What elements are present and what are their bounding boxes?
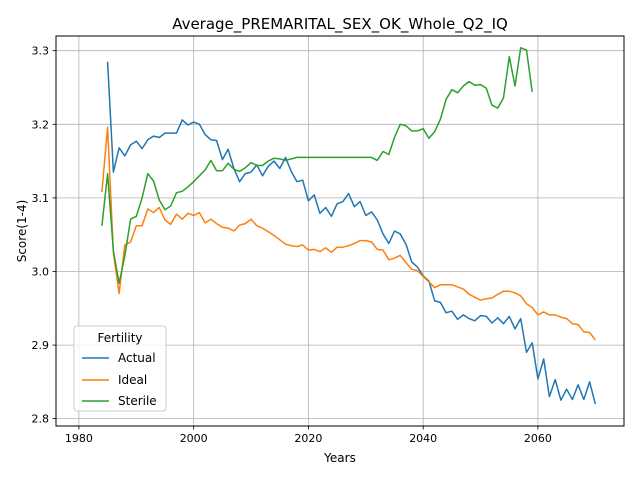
y-tick-label: 3.3 <box>32 45 50 58</box>
legend-label-sterile: Sterile <box>118 394 157 408</box>
legend-box <box>73 325 167 412</box>
y-tick-label: 3.2 <box>32 118 50 131</box>
series-layer <box>101 47 597 405</box>
y-tick-label: 2.9 <box>32 339 50 352</box>
series-line-ideal <box>101 126 596 341</box>
grid <box>56 36 624 426</box>
chart-title: Average_PREMARITAL_SEX_OK_Whole_Q2_IQ <box>172 15 508 34</box>
series-line-sterile <box>101 47 533 284</box>
x-axis-label: Years <box>323 451 356 465</box>
y-tick-label: 2.8 <box>32 413 50 426</box>
plot-frame <box>55 35 625 427</box>
y-tick-label: 3.0 <box>32 266 50 279</box>
x-tick-label: 2040 <box>409 432 437 445</box>
legend-label-ideal: Ideal <box>118 373 147 387</box>
legend: Fertility Actual Ideal Sterile <box>73 325 167 412</box>
legend-title: Fertility <box>97 331 142 345</box>
legend-label-actual: Actual <box>118 351 156 365</box>
x-tick-label: 2060 <box>524 432 552 445</box>
y-tick-label: 3.1 <box>32 192 50 205</box>
x-tick-label: 2020 <box>294 432 322 445</box>
x-tick-label: 2000 <box>180 432 208 445</box>
y-axis-label: Score(1-4) <box>15 200 29 263</box>
x-tick-label: 1980 <box>65 432 93 445</box>
series-line-actual <box>106 61 597 405</box>
axis-ticks: 1980 2000 2020 2040 2060 2.8 2.9 3.0 3.1 3.2 3.3 <box>32 45 552 445</box>
